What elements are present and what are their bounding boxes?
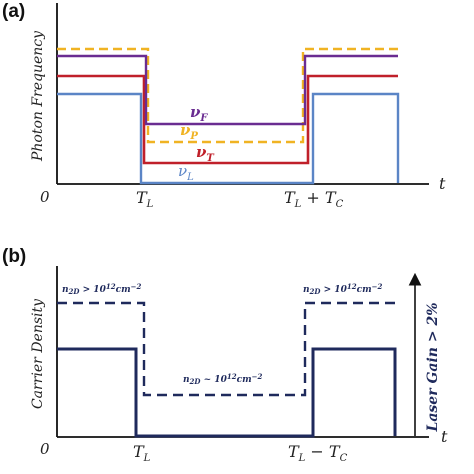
annotation-middle: n2D ~ 1012cm−2 [183, 372, 262, 386]
label-nu-f: νF [190, 103, 208, 124]
panel-b-ylabel: Carrier Density [30, 298, 46, 409]
curve-nu-f [57, 54, 398, 126]
curve-nu-t [57, 74, 398, 165]
panel-b-origin: 0 [40, 440, 50, 458]
carrier-density-dashed [57, 301, 398, 397]
curve-nu-l [57, 92, 400, 185]
label-nu-l: νL [178, 162, 194, 183]
panel-b-tick-tl: TL [133, 442, 151, 464]
panel-b-tick-tl-minus-tc: TL − TC [288, 442, 348, 464]
label-nu-t: νT [196, 143, 215, 164]
laser-gain-label: Laser Gain > 2% [425, 302, 441, 432]
annotation-left: n2D > 1012cm−2 [62, 282, 141, 296]
panel-a-origin: 0 [40, 188, 50, 206]
panel-a-t-symbol: t [439, 174, 446, 193]
panel-a-ylabel: Photon Frequency [30, 30, 46, 162]
panel-a: (a) Photon Frequency νF νP νT νL 0 TL TL… [2, 1, 446, 210]
panel-a-label: (a) [2, 1, 25, 22]
carrier-density-solid [57, 347, 397, 438]
panel-a-tick-tl: TL [136, 188, 154, 210]
curve-nu-p [57, 47, 398, 144]
panel-a-tick-tl-plus-tc: TL + TC [284, 188, 344, 210]
panel-b-t-symbol: t [441, 427, 448, 446]
panel-b-label: (b) [2, 246, 26, 267]
label-nu-p: νP [180, 121, 198, 142]
panel-b: (b) Carrier Density n2D > 1012cm−2 n2D ~… [2, 246, 448, 464]
annotation-right: n2D > 1012cm−2 [303, 282, 382, 296]
